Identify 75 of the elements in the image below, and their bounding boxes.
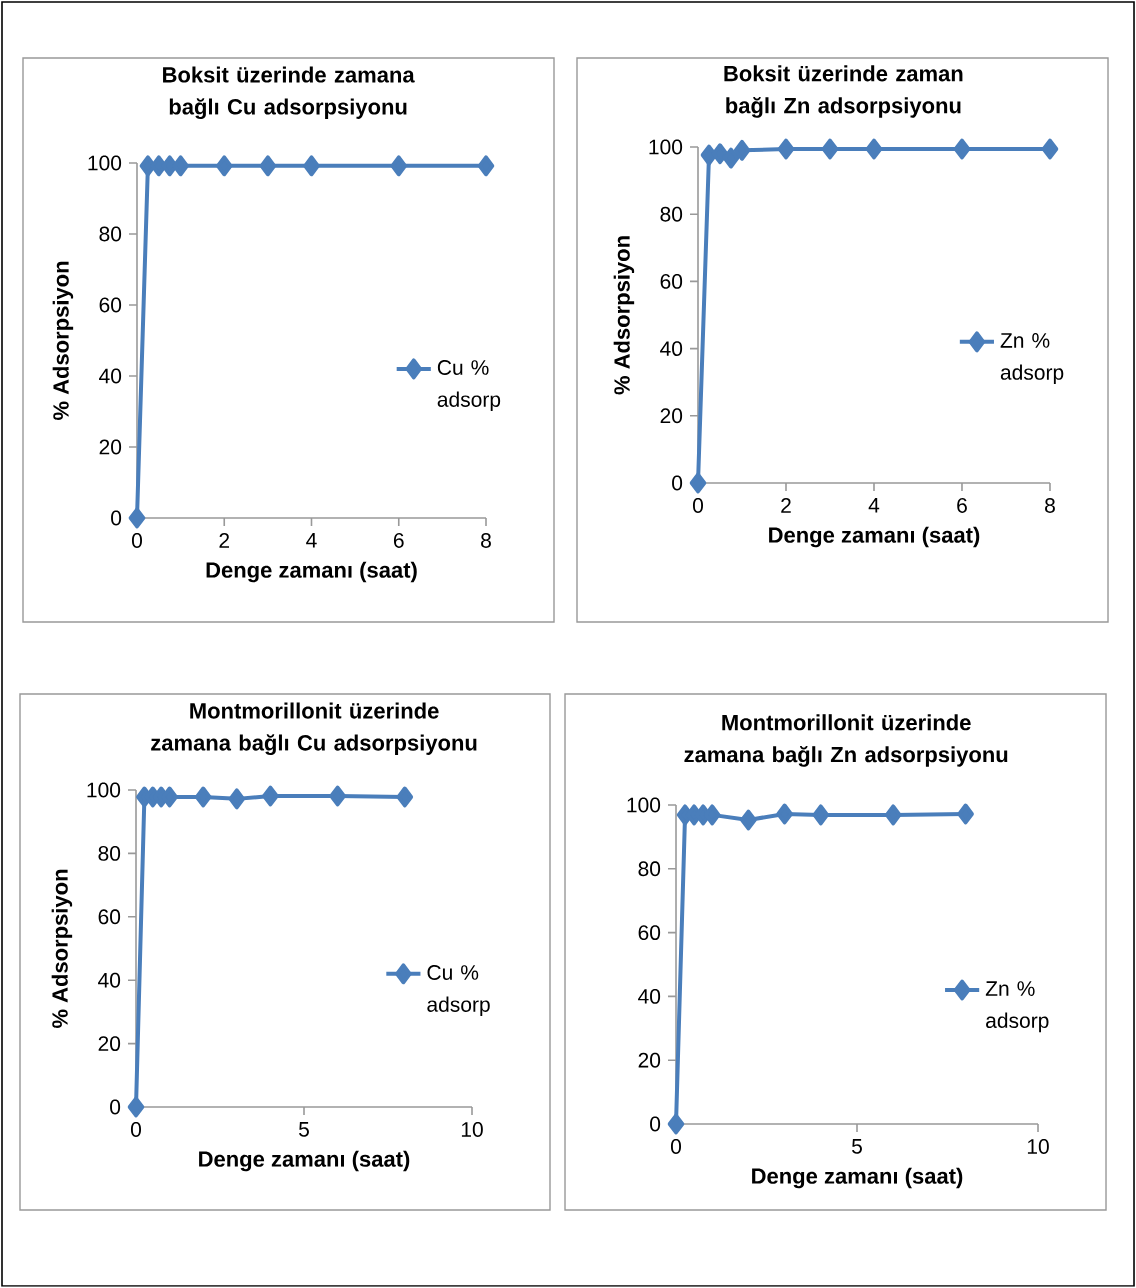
y-tick-label: 0 — [110, 1099, 121, 1115]
y-tick-label: 40 — [660, 341, 683, 357]
y-tick-label: 40 — [638, 988, 661, 1004]
point — [821, 138, 839, 160]
x-axis-title: Denge zamanı (saat) — [206, 561, 417, 583]
point — [733, 139, 751, 161]
point — [953, 138, 971, 160]
point — [777, 138, 795, 160]
chart-title: Boksit üzerinde zaman bağlı Zn adsorpsiyonu — [724, 65, 963, 118]
point — [228, 788, 246, 810]
y-tick-label: 80 — [660, 206, 683, 222]
x-tick-label: 0 — [692, 498, 704, 513]
y-tick-label: 100 — [649, 139, 683, 155]
x-tick-label: 4 — [868, 498, 880, 513]
y-tick-label: 0 — [111, 510, 122, 526]
y-tick-label: 100 — [627, 797, 661, 813]
point — [740, 809, 757, 831]
point — [194, 786, 212, 808]
point — [722, 147, 740, 169]
y-tick-label: 20 — [99, 439, 122, 455]
point — [812, 804, 830, 826]
y-tick-label: 80 — [99, 226, 122, 242]
point — [262, 785, 279, 807]
chart-title: Montmorillonit üzerinde zamana bağlı Cu adsorpsiyonu — [151, 702, 477, 756]
y-tick-label: 20 — [98, 1036, 121, 1052]
x-tick-label: 8 — [1045, 498, 1055, 513]
x-tick-label: 5 — [299, 1122, 309, 1137]
y-tick-label: 20 — [660, 408, 683, 424]
x-tick-label: 8 — [481, 533, 491, 548]
y-tick-label: 100 — [88, 155, 122, 171]
point — [884, 804, 902, 826]
point — [711, 143, 729, 165]
x-tick-label: 0 — [130, 1122, 142, 1137]
x-tick-label: 4 — [306, 533, 317, 548]
point — [865, 138, 883, 160]
y-tick-label: 40 — [98, 972, 121, 988]
y-axis-title: % Adsorpsiyon — [613, 236, 635, 395]
chart-title: Boksit üzerinde zamana bağlı Cu adsorpsiyonu — [163, 66, 415, 120]
x-tick-label: 0 — [131, 533, 143, 548]
y-tick-label: 40 — [99, 368, 122, 384]
y-axis-title: % Adsorpsiyon — [51, 869, 73, 1029]
legend-label: Cu % adsorp — [427, 965, 490, 1017]
point — [667, 1113, 685, 1135]
x-tick-label: 2 — [781, 498, 791, 513]
y-tick-label: 80 — [98, 845, 121, 861]
y-tick-label: 60 — [660, 273, 683, 289]
legend-label: Zn % adsorp — [1000, 333, 1064, 385]
y-tick-label: 60 — [638, 925, 661, 941]
y-tick-label: 80 — [638, 861, 661, 877]
y-tick-label: 60 — [98, 909, 121, 925]
y-tick-label: 20 — [638, 1052, 661, 1068]
y-axis-title: % Adsorpsiyon — [52, 261, 74, 421]
x-axis-title: Denge zamanı (saat) — [769, 526, 980, 548]
x-tick-label: 6 — [957, 498, 967, 513]
point — [957, 803, 974, 825]
x-tick-label: 10 — [461, 1122, 483, 1137]
y-tick-label: 60 — [99, 297, 122, 313]
point — [1041, 138, 1059, 160]
x-tick-label: 5 — [852, 1139, 862, 1154]
chart-title: Montmorillonit üzerinde zamana bağlı Zn adsorpsiyonu — [684, 714, 1008, 767]
legend-label: Zn % adsorp — [985, 981, 1049, 1033]
point — [329, 785, 346, 807]
legend-label: Cu % adsorp — [437, 360, 501, 412]
point — [700, 144, 718, 166]
point — [127, 1096, 145, 1118]
y-tick-label: 100 — [87, 782, 121, 798]
x-axis-title: Denge zamanı (saat) — [199, 1150, 410, 1172]
y-tick-label: 0 — [672, 475, 683, 491]
x-axis-title: Denge zamanı (saat) — [752, 1167, 963, 1189]
point — [776, 803, 793, 825]
x-tick-label: 2 — [219, 533, 230, 548]
point — [396, 786, 414, 808]
x-tick-label: 6 — [393, 533, 404, 548]
x-tick-label: 10 — [1027, 1139, 1049, 1154]
point — [689, 472, 707, 494]
